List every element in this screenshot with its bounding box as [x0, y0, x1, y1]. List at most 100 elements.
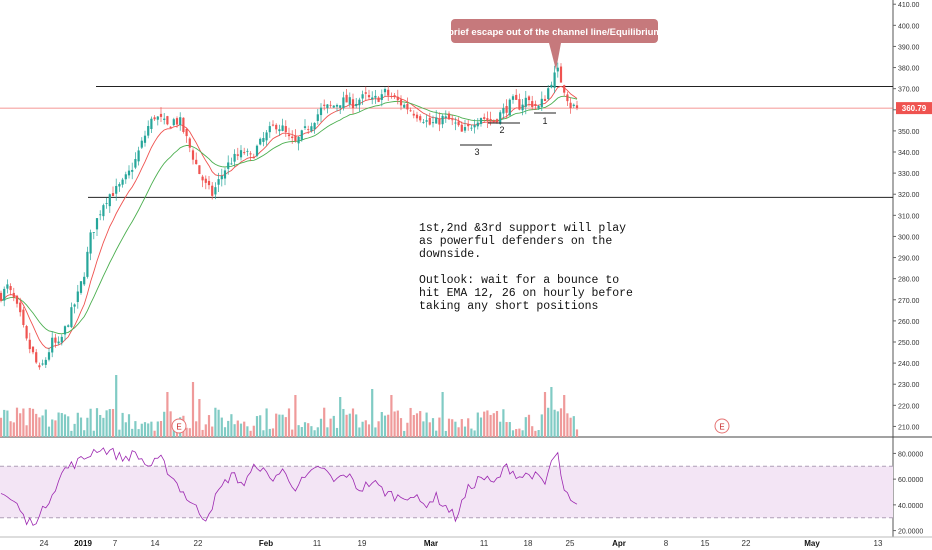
candle-body[interactable] — [182, 117, 185, 132]
candle-body[interactable] — [236, 154, 239, 156]
candle-body[interactable] — [303, 126, 307, 128]
candle-body[interactable] — [252, 156, 255, 159]
candle-body[interactable] — [390, 96, 393, 97]
candle-body[interactable] — [3, 288, 6, 301]
candle-body[interactable] — [521, 104, 524, 111]
candle-body[interactable] — [486, 118, 489, 122]
candle-body[interactable] — [291, 136, 294, 139]
candle-body[interactable] — [195, 159, 198, 165]
candle-body[interactable] — [572, 104, 575, 106]
candle-body[interactable] — [175, 118, 179, 125]
candle-body[interactable] — [435, 117, 438, 124]
candle-body[interactable] — [22, 309, 25, 325]
candle-body[interactable] — [259, 138, 262, 145]
candle-body[interactable] — [409, 110, 412, 112]
candle-body[interactable] — [121, 179, 124, 185]
candle-body[interactable] — [127, 170, 131, 176]
candle-body[interactable] — [268, 126, 271, 133]
candle-body[interactable] — [89, 232, 92, 254]
candle-body[interactable] — [556, 67, 559, 72]
candle-body[interactable] — [383, 89, 387, 93]
candle-body[interactable] — [249, 153, 252, 155]
candle-body[interactable] — [70, 307, 73, 328]
candle-body[interactable] — [553, 72, 556, 88]
candle-body[interactable] — [143, 135, 147, 143]
candle-body[interactable] — [355, 103, 358, 107]
candle-body[interactable] — [95, 218, 99, 230]
candle-body[interactable] — [9, 286, 12, 291]
candle-body[interactable] — [393, 95, 396, 98]
candle-body[interactable] — [297, 137, 300, 144]
candle-body[interactable] — [47, 352, 51, 360]
candle-body[interactable] — [454, 122, 457, 124]
candle-body[interactable] — [28, 339, 31, 350]
candle-body[interactable] — [86, 251, 89, 277]
candle-body[interactable] — [227, 162, 230, 169]
candle-body[interactable] — [406, 103, 409, 110]
candle-body[interactable] — [524, 97, 527, 107]
candle-body[interactable] — [198, 165, 201, 175]
candle-body[interactable] — [60, 336, 63, 343]
candle-body[interactable] — [534, 103, 537, 106]
candle-body[interactable] — [543, 98, 547, 102]
candle-body[interactable] — [323, 104, 326, 106]
annotation-note[interactable]: 1st,2nd &3rd support will play as powerf… — [419, 222, 633, 313]
candle-body[interactable] — [511, 96, 515, 100]
candle-body[interactable] — [444, 116, 447, 118]
candle-body[interactable] — [470, 127, 473, 129]
candle-body[interactable] — [159, 113, 163, 117]
candle-body[interactable] — [476, 122, 479, 127]
candle-body[interactable] — [345, 94, 348, 103]
candle-body[interactable] — [367, 95, 371, 98]
candle-body[interactable] — [451, 119, 454, 121]
candle-body[interactable] — [278, 129, 281, 132]
candle-body[interactable] — [265, 132, 268, 141]
candle-body[interactable] — [262, 137, 265, 142]
candle-body[interactable] — [54, 337, 57, 343]
candle-body[interactable] — [51, 337, 54, 353]
candle-body[interactable] — [531, 101, 534, 108]
candle-body[interactable] — [563, 85, 566, 93]
candle-body[interactable] — [319, 107, 323, 116]
candle-body[interactable] — [467, 124, 470, 127]
candle-body[interactable] — [575, 105, 579, 109]
candle-body[interactable] — [140, 140, 143, 148]
candle-body[interactable] — [559, 66, 563, 83]
candle-body[interactable] — [12, 292, 15, 298]
candle-body[interactable] — [335, 104, 339, 107]
candle-body[interactable] — [19, 302, 22, 313]
candle-body[interactable] — [313, 122, 316, 130]
candle-body[interactable] — [508, 99, 511, 116]
candle-body[interactable] — [422, 122, 425, 124]
candle-body[interactable] — [102, 205, 105, 217]
candle-body[interactable] — [473, 125, 476, 128]
candle-body[interactable] — [332, 105, 335, 108]
candle-body[interactable] — [518, 99, 521, 110]
candle-body[interactable] — [415, 114, 419, 119]
candle-body[interactable] — [431, 122, 435, 124]
candle-body[interactable] — [76, 291, 79, 302]
candle-body[interactable] — [550, 84, 553, 88]
earnings-marker-2[interactable]: E — [714, 418, 730, 434]
candle-body[interactable] — [118, 184, 121, 187]
candle-body[interactable] — [502, 108, 505, 114]
candle-body[interactable] — [239, 150, 243, 158]
candle-body[interactable] — [83, 276, 86, 285]
candle-body[interactable] — [57, 341, 60, 344]
candle-body[interactable] — [380, 94, 383, 100]
candle-body[interactable] — [364, 92, 367, 94]
candle-body[interactable] — [505, 106, 508, 113]
candle-body[interactable] — [169, 126, 172, 128]
candle-body[interactable] — [342, 97, 345, 109]
candle-body[interactable] — [300, 130, 303, 140]
candle-body[interactable] — [479, 118, 483, 124]
candle-body[interactable] — [163, 118, 166, 120]
candle-body[interactable] — [67, 325, 70, 327]
candle-body[interactable] — [540, 98, 543, 108]
candle-body[interactable] — [6, 284, 9, 289]
candle-body[interactable] — [25, 326, 28, 339]
candle-body[interactable] — [156, 116, 159, 120]
candle-body[interactable] — [137, 150, 140, 162]
candle-body[interactable] — [537, 105, 540, 109]
candle-body[interactable] — [371, 97, 374, 100]
